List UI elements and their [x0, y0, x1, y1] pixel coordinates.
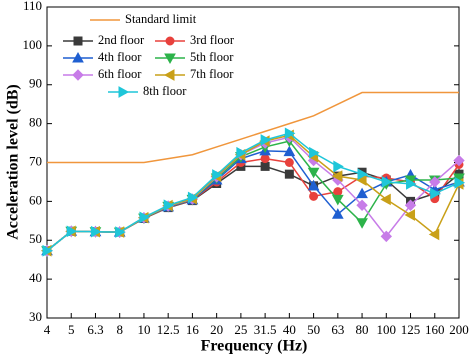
x-tick-label: 31.5 — [254, 322, 277, 337]
series-line — [46, 132, 460, 252]
marker — [284, 169, 294, 179]
marker — [139, 211, 150, 224]
y-tick-label: 60 — [29, 192, 42, 207]
marker — [260, 134, 272, 146]
legend-label: Standard limit — [125, 12, 197, 26]
x-tick-label: 20 — [210, 322, 223, 337]
marker — [309, 146, 320, 159]
marker — [356, 199, 368, 211]
series-line — [46, 157, 460, 252]
marker — [212, 169, 223, 181]
legend-marker — [165, 36, 175, 46]
y-axis-title: Acceleration level (dB) — [5, 84, 22, 240]
legend-marker — [72, 51, 84, 63]
marker — [357, 168, 369, 181]
marker — [381, 176, 393, 188]
x-tick-label: 8 — [116, 322, 123, 337]
marker — [307, 179, 320, 191]
marker — [331, 194, 344, 206]
marker — [260, 154, 270, 164]
marker — [333, 160, 344, 173]
marker — [42, 244, 54, 257]
legend-label: 6th floor — [98, 67, 142, 81]
marker — [404, 209, 416, 221]
marker — [284, 158, 294, 167]
x-tick-label: 12.5 — [157, 322, 180, 337]
marker — [429, 176, 441, 188]
series-line — [47, 91, 459, 164]
marker — [90, 225, 102, 238]
x-tick-label: 25 — [234, 322, 247, 337]
legend-label: 3rd floor — [190, 33, 235, 47]
legend-label: 4th floor — [98, 50, 142, 64]
marker — [163, 199, 175, 212]
marker — [309, 191, 319, 201]
y-tick-label: 70 — [29, 153, 42, 168]
marker — [331, 208, 344, 219]
marker — [380, 230, 393, 243]
x-tick-label: 63 — [331, 322, 344, 337]
y-tick-label: 100 — [23, 37, 43, 52]
legend-label: 8th floor — [143, 84, 187, 98]
legend-label: 2nd floor — [98, 33, 145, 47]
x-axis-title: Frequency (Hz) — [201, 338, 308, 355]
marker — [356, 187, 368, 199]
legend-marker — [164, 53, 176, 65]
x-tick-label: 40 — [283, 322, 296, 337]
x-tick-label: 80 — [356, 322, 369, 337]
x-tick-label: 50 — [307, 322, 320, 337]
x-tick-label: 125 — [401, 322, 421, 337]
y-tick-label: 40 — [29, 270, 42, 285]
legend-label: 5th floor — [190, 50, 234, 64]
legend-marker — [163, 69, 175, 81]
y-tick-label: 80 — [29, 115, 42, 130]
marker — [453, 154, 465, 167]
marker — [236, 146, 247, 159]
legend-label: 7th floor — [190, 67, 234, 81]
y-tick-label: 90 — [29, 76, 42, 91]
x-tick-label: 160 — [425, 322, 445, 337]
legend-marker — [118, 86, 130, 98]
marker — [380, 193, 391, 206]
marker — [187, 191, 199, 204]
marker — [260, 161, 270, 171]
marker — [428, 228, 440, 241]
marker — [356, 218, 368, 229]
y-tick-label: 30 — [29, 309, 42, 324]
x-tick-label: 6.3 — [87, 322, 103, 337]
x-tick-label: 5 — [68, 322, 75, 337]
marker — [430, 187, 441, 200]
marker — [333, 187, 343, 197]
x-tick-label: 10 — [137, 322, 150, 337]
legend-marker — [73, 36, 83, 46]
x-tick-label: 100 — [377, 322, 397, 337]
series-line — [46, 140, 460, 252]
marker — [283, 145, 296, 157]
marker — [331, 170, 343, 182]
marker — [284, 127, 296, 140]
y-tick-label: 50 — [29, 231, 42, 246]
x-tick-label: 16 — [186, 322, 200, 337]
y-tick-label: 110 — [23, 0, 42, 13]
marker — [115, 226, 126, 238]
x-tick-label: 200 — [449, 322, 469, 337]
marker — [307, 167, 320, 179]
marker — [454, 176, 466, 189]
marker — [66, 225, 78, 238]
marker — [406, 178, 417, 190]
legend-marker — [72, 69, 84, 81]
marker — [404, 199, 417, 211]
x-tick-label: 4 — [44, 322, 51, 337]
